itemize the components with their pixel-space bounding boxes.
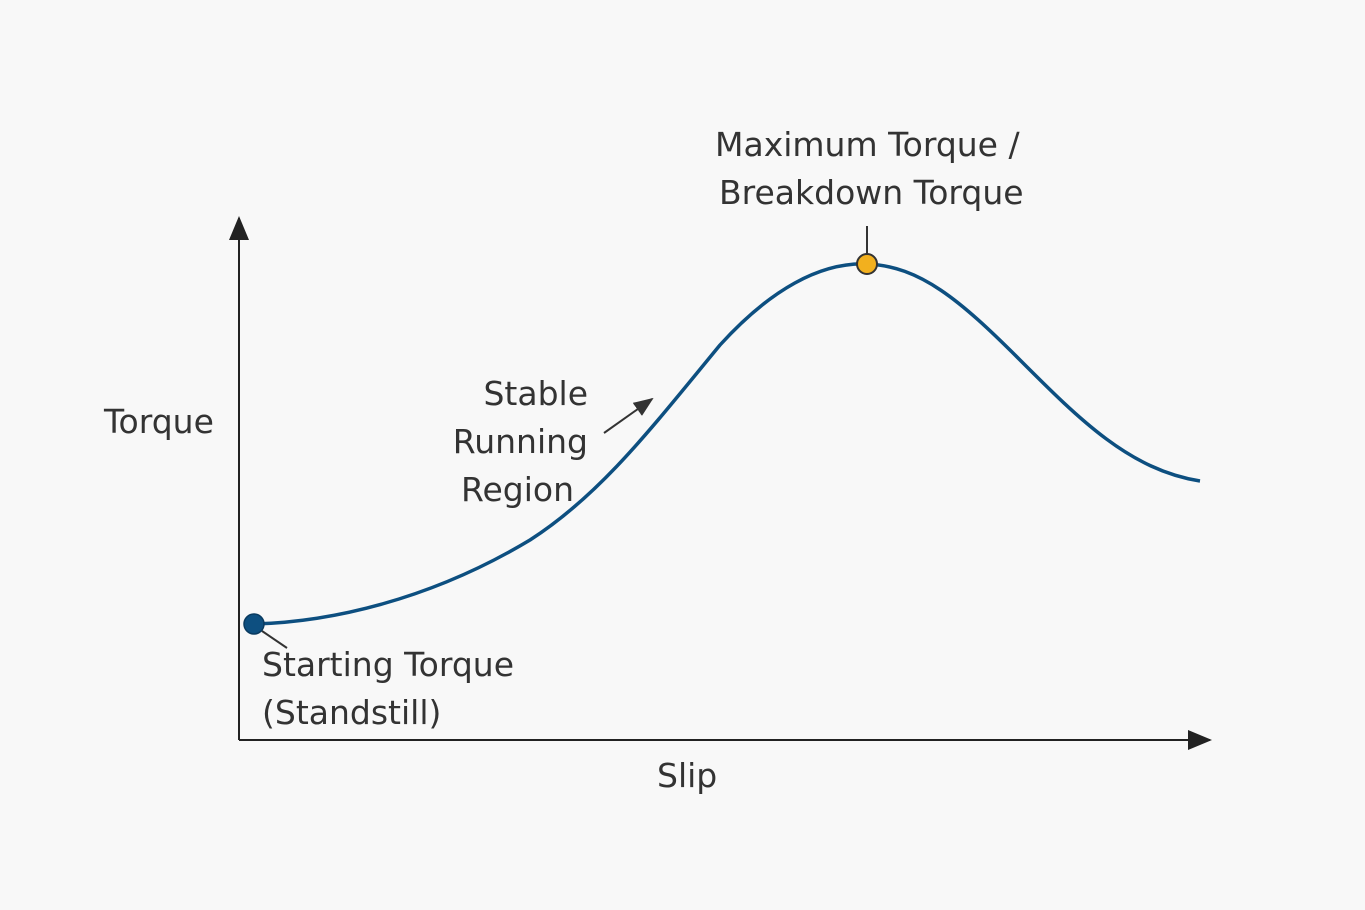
starting-torque-point [243,613,265,635]
torque-slip-curve [253,262,1201,626]
x-axis-label: Slip [657,756,718,795]
starting-torque-label: Starting Torque (Standstill) [262,641,514,737]
stable-line-2: Running [452,422,588,461]
starting-line-1: Starting Torque [262,645,515,684]
max-torque-line-2: Breakdown Torque [719,173,1024,212]
stable-region-label: Stable Running Region [453,370,588,514]
max-torque-point [856,253,878,275]
max-torque-label: Maximum Torque / Breakdown Torque [715,121,1024,217]
starting-torque-leader [261,630,288,649]
y-axis-label: Torque [104,402,214,441]
max-torque-line-1: Maximum Torque / [715,125,1020,164]
stable-region-arrow [603,397,654,434]
stable-line-3: Region [461,470,574,509]
starting-line-2: (Standstill) [262,693,442,732]
stable-line-1: Stable [483,374,588,413]
